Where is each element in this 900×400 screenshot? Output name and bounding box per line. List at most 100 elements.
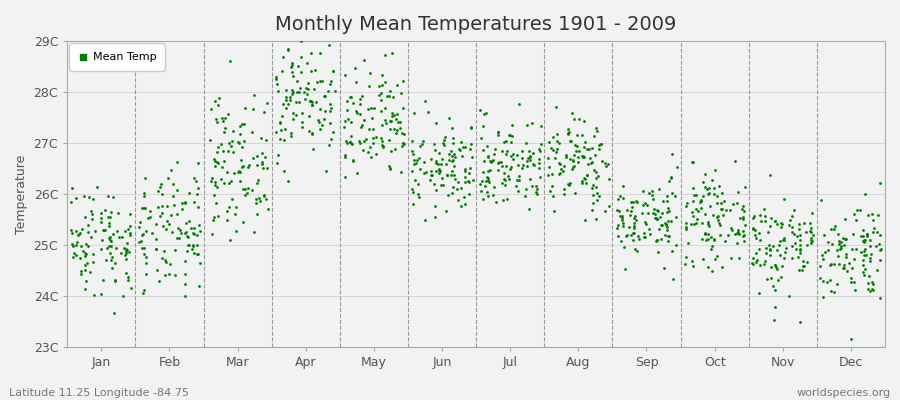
Point xyxy=(701,191,716,198)
Point xyxy=(865,286,879,292)
Point xyxy=(152,278,166,284)
Point xyxy=(522,153,536,159)
Point xyxy=(698,210,712,217)
Point xyxy=(465,177,480,183)
Point xyxy=(321,142,336,148)
Point xyxy=(858,236,872,243)
Point xyxy=(382,93,397,99)
Point xyxy=(474,188,489,194)
Point xyxy=(211,149,225,156)
Point xyxy=(446,151,461,158)
Point xyxy=(220,217,234,223)
Point xyxy=(816,232,831,238)
Point xyxy=(276,168,291,174)
Point xyxy=(382,126,397,132)
Point xyxy=(874,246,888,252)
Point xyxy=(238,138,252,144)
Point xyxy=(435,156,449,162)
Point xyxy=(78,252,93,259)
Point xyxy=(770,266,785,272)
Point xyxy=(486,192,500,198)
Point xyxy=(787,207,801,214)
Point xyxy=(716,212,730,218)
Point xyxy=(626,220,641,226)
Point xyxy=(615,215,629,221)
Point xyxy=(418,97,432,104)
Point xyxy=(476,147,491,154)
Point xyxy=(773,238,788,244)
Point xyxy=(254,135,268,142)
Point xyxy=(173,226,187,233)
Point xyxy=(803,220,817,226)
Point xyxy=(612,208,626,214)
Point xyxy=(476,123,491,129)
Point xyxy=(235,164,249,170)
Point xyxy=(825,241,840,247)
Point xyxy=(561,130,575,137)
Point xyxy=(485,157,500,164)
Point xyxy=(148,220,163,227)
Point xyxy=(777,236,791,243)
Point xyxy=(491,128,506,135)
Point xyxy=(518,193,532,199)
Point xyxy=(572,148,587,154)
Point xyxy=(238,192,252,198)
Point xyxy=(139,271,153,278)
Point xyxy=(259,137,274,143)
Point xyxy=(521,155,535,162)
Point xyxy=(180,248,194,254)
Point xyxy=(837,242,851,248)
Point xyxy=(664,190,679,196)
Point xyxy=(404,148,419,154)
Point xyxy=(140,215,155,221)
Point xyxy=(445,168,459,174)
Point xyxy=(418,169,433,175)
Point xyxy=(585,207,599,213)
Point xyxy=(366,135,381,142)
Point xyxy=(343,139,357,145)
Point xyxy=(541,171,555,178)
Point xyxy=(724,225,738,231)
Point xyxy=(484,158,499,165)
Point xyxy=(453,147,467,153)
Point xyxy=(553,170,567,177)
Point xyxy=(404,186,419,192)
Point xyxy=(662,208,677,214)
Point xyxy=(238,104,252,111)
Point xyxy=(836,265,850,272)
Point xyxy=(397,131,411,137)
Point xyxy=(455,144,470,150)
Point xyxy=(616,220,630,226)
Point xyxy=(860,231,875,238)
Point xyxy=(432,166,446,173)
Point xyxy=(850,207,864,214)
Point xyxy=(559,152,573,159)
Point xyxy=(844,274,859,281)
Point xyxy=(436,137,451,144)
Point xyxy=(385,113,400,120)
Point xyxy=(423,177,437,183)
Point xyxy=(778,248,792,255)
Point xyxy=(866,216,880,223)
Point xyxy=(315,77,329,84)
Point xyxy=(358,136,373,142)
Point xyxy=(477,157,491,164)
Point xyxy=(211,160,225,166)
Point xyxy=(796,263,811,269)
Point xyxy=(163,261,177,267)
Point xyxy=(193,228,207,234)
Point xyxy=(738,184,752,190)
Point xyxy=(532,164,546,171)
Point xyxy=(124,285,139,292)
Point xyxy=(363,144,377,150)
Point xyxy=(187,231,202,237)
Point xyxy=(685,209,699,215)
Point xyxy=(511,176,526,183)
Point xyxy=(837,236,851,242)
Point xyxy=(271,88,285,94)
Point xyxy=(654,222,669,229)
Y-axis label: Temperature: Temperature xyxy=(15,154,28,234)
Point xyxy=(578,216,592,223)
Point xyxy=(763,264,778,270)
Point xyxy=(821,247,835,253)
